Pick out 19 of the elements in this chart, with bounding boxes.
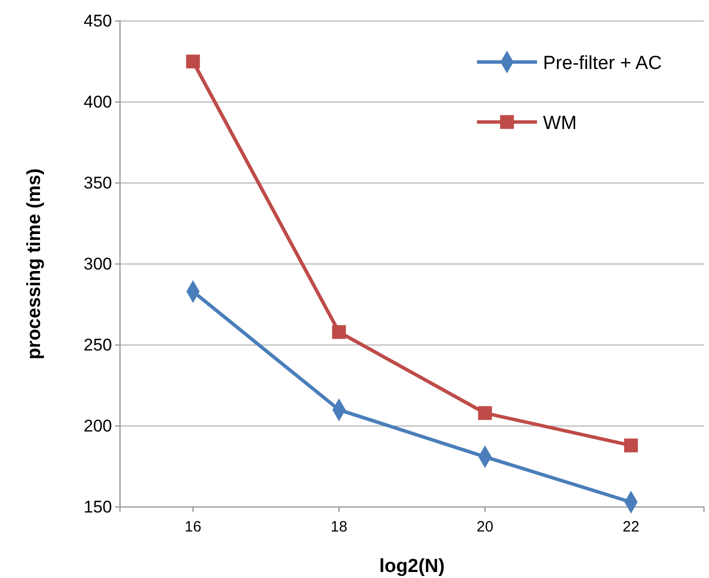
x-tick-label: 20 [476,518,494,536]
point [332,325,346,339]
legend-label: Pre-filter + AC [543,53,662,74]
x-axis-title: log2(N) [379,556,445,577]
y-tick-label: 400 [84,92,112,112]
y-tick-label: 200 [84,416,112,436]
y-axis-title: processing time (ms) [24,168,45,360]
point [478,406,492,420]
legend-label: WM [543,113,577,134]
y-tick-label: 250 [84,335,112,354]
x-tick-label: 16 [184,518,202,536]
x-tick-label: 22 [622,518,640,536]
point [624,438,638,452]
point [186,54,200,68]
y-tick-label: 150 [84,497,112,516]
y-tick-label: 350 [84,173,112,192]
y-tick-label: 450 [84,11,112,30]
y-tick-label: 300 [84,254,112,274]
x-tick-label: 18 [330,518,348,536]
